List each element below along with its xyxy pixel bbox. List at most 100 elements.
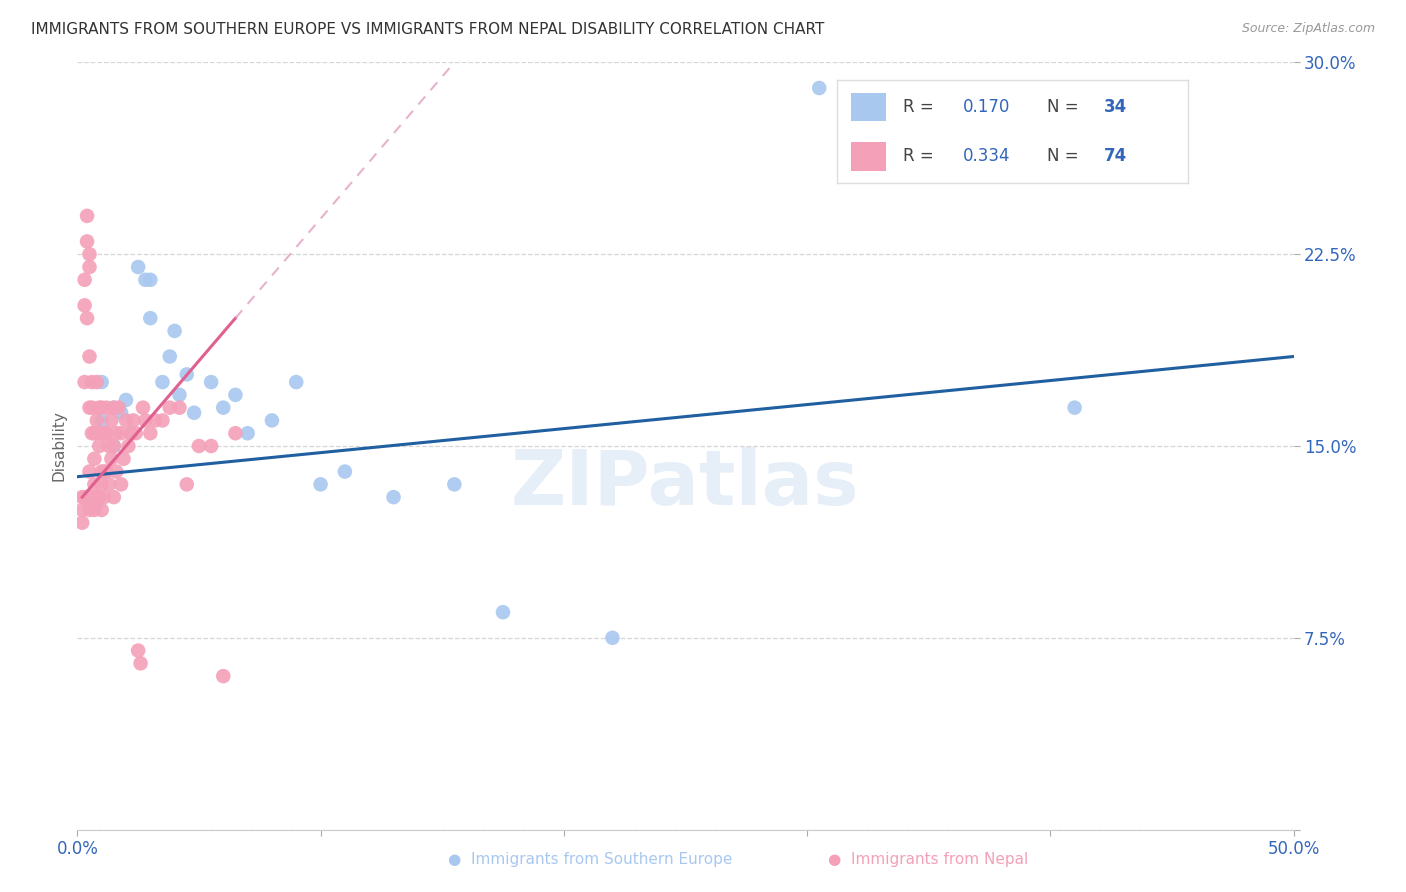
Point bbox=[80, 375, 103, 389]
Text: N =: N = bbox=[1047, 98, 1084, 116]
Bar bbox=[851, 142, 886, 170]
Point bbox=[79, 465, 101, 479]
Point bbox=[76, 235, 98, 249]
Point bbox=[200, 439, 222, 453]
Point bbox=[89, 401, 111, 415]
Point bbox=[224, 388, 246, 402]
Point bbox=[176, 368, 198, 382]
Point bbox=[103, 490, 125, 504]
Point bbox=[90, 426, 112, 441]
Point bbox=[224, 426, 246, 441]
Point bbox=[80, 426, 103, 441]
Point bbox=[159, 350, 181, 364]
Point bbox=[163, 324, 186, 338]
Point bbox=[79, 401, 101, 415]
Point bbox=[139, 311, 162, 326]
Point bbox=[83, 503, 105, 517]
Point bbox=[76, 490, 98, 504]
Point bbox=[96, 465, 118, 479]
Point bbox=[382, 490, 405, 504]
Point bbox=[143, 413, 166, 427]
Point bbox=[808, 81, 831, 95]
Point bbox=[93, 426, 115, 441]
Point bbox=[96, 426, 118, 441]
Point bbox=[602, 631, 624, 645]
Point bbox=[492, 605, 515, 619]
Point bbox=[159, 401, 181, 415]
Point bbox=[90, 465, 112, 479]
Point bbox=[152, 413, 174, 427]
Point bbox=[96, 401, 118, 415]
Point bbox=[103, 401, 125, 415]
Point bbox=[169, 401, 191, 415]
Point bbox=[90, 401, 112, 415]
Point bbox=[86, 490, 108, 504]
Point bbox=[152, 375, 174, 389]
Point bbox=[79, 490, 101, 504]
Text: ●  Immigrants from Nepal: ● Immigrants from Nepal bbox=[828, 852, 1028, 867]
Text: N =: N = bbox=[1047, 147, 1084, 165]
Point bbox=[73, 490, 96, 504]
Point bbox=[169, 388, 191, 402]
Point bbox=[70, 490, 93, 504]
Point bbox=[260, 413, 283, 427]
Point bbox=[96, 426, 118, 441]
Point bbox=[115, 413, 138, 427]
Point bbox=[134, 413, 156, 427]
Point bbox=[70, 503, 93, 517]
Point bbox=[105, 426, 128, 441]
Point bbox=[183, 406, 205, 420]
Point bbox=[100, 451, 122, 466]
Point bbox=[120, 426, 142, 441]
Point bbox=[97, 439, 120, 453]
Point bbox=[103, 401, 125, 415]
Text: ●  Immigrants from Southern Europe: ● Immigrants from Southern Europe bbox=[449, 852, 733, 867]
Point bbox=[107, 401, 129, 415]
Point bbox=[117, 439, 139, 453]
Point bbox=[100, 413, 122, 427]
Text: 34: 34 bbox=[1104, 98, 1128, 116]
Point bbox=[443, 477, 465, 491]
Point bbox=[309, 477, 332, 491]
Point bbox=[103, 439, 125, 453]
Point bbox=[79, 503, 101, 517]
Point bbox=[134, 273, 156, 287]
Point bbox=[115, 392, 138, 407]
Point bbox=[86, 495, 108, 509]
Point bbox=[73, 273, 96, 287]
Text: Source: ZipAtlas.com: Source: ZipAtlas.com bbox=[1241, 22, 1375, 36]
Point bbox=[70, 516, 93, 530]
Point bbox=[97, 477, 120, 491]
Point bbox=[79, 247, 101, 261]
Point bbox=[127, 260, 149, 274]
Text: 0.334: 0.334 bbox=[963, 147, 1011, 165]
Point bbox=[120, 426, 142, 441]
Point bbox=[83, 426, 105, 441]
Point bbox=[125, 426, 148, 441]
Point bbox=[73, 375, 96, 389]
Point bbox=[73, 298, 96, 312]
Point bbox=[103, 439, 125, 453]
Point bbox=[76, 311, 98, 326]
Bar bbox=[851, 93, 886, 121]
Point bbox=[90, 503, 112, 517]
Point bbox=[79, 260, 101, 274]
Text: 0.170: 0.170 bbox=[963, 98, 1011, 116]
Point bbox=[83, 451, 105, 466]
Point bbox=[139, 426, 162, 441]
Point bbox=[1063, 401, 1085, 415]
Point bbox=[112, 451, 135, 466]
Point bbox=[212, 401, 235, 415]
Point bbox=[285, 375, 308, 389]
Point bbox=[90, 375, 112, 389]
Point bbox=[212, 669, 235, 683]
Point bbox=[93, 490, 115, 504]
Point bbox=[127, 643, 149, 657]
Point bbox=[93, 465, 115, 479]
Point bbox=[86, 413, 108, 427]
Point bbox=[200, 375, 222, 389]
Text: R =: R = bbox=[903, 147, 939, 165]
Point bbox=[129, 657, 152, 671]
Point bbox=[80, 490, 103, 504]
Point bbox=[89, 490, 111, 504]
